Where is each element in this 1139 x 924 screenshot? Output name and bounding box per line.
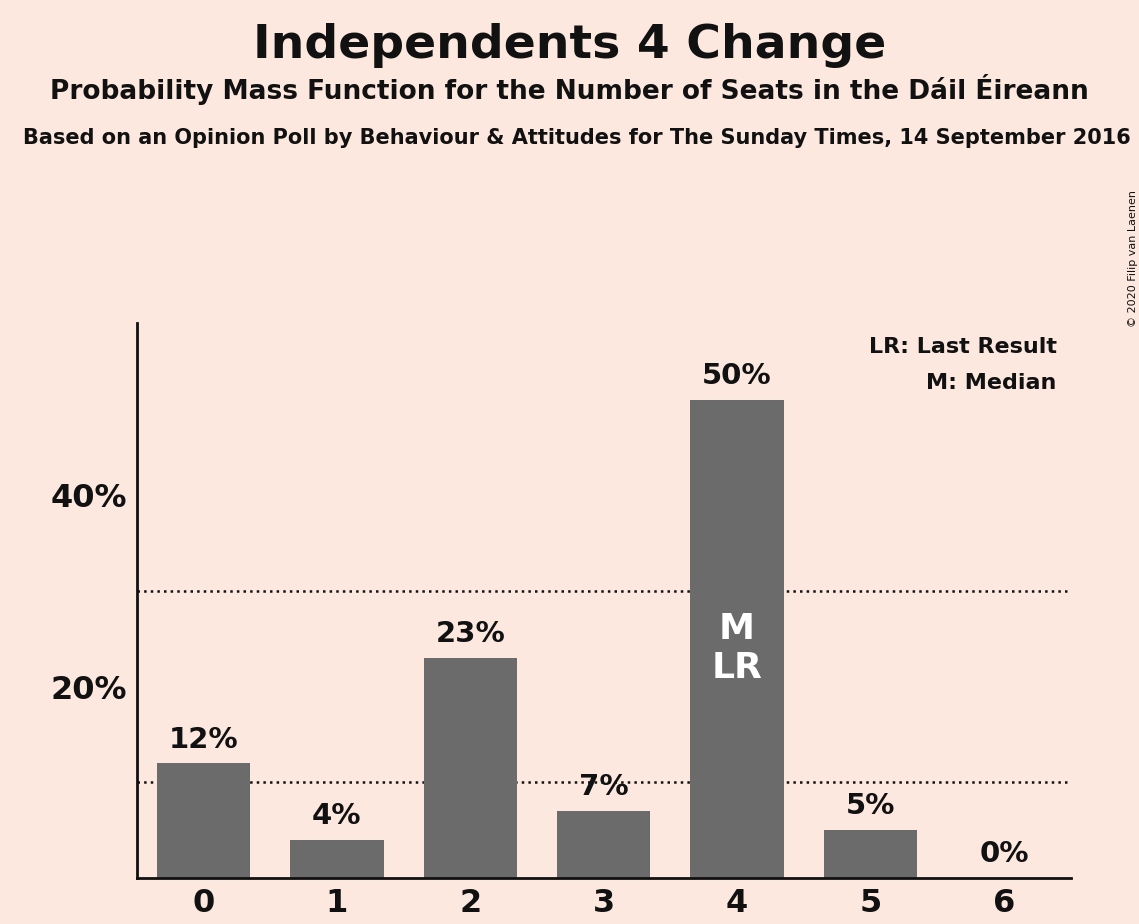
Bar bbox=[823, 830, 917, 878]
Text: © 2020 Filip van Laenen: © 2020 Filip van Laenen bbox=[1129, 190, 1138, 327]
Text: 4%: 4% bbox=[312, 802, 361, 830]
Bar bbox=[290, 840, 384, 878]
Text: 0%: 0% bbox=[980, 840, 1029, 869]
Text: LR: Last Result: LR: Last Result bbox=[869, 337, 1057, 358]
Text: 50%: 50% bbox=[703, 362, 772, 390]
Text: 7%: 7% bbox=[579, 773, 629, 801]
Text: Based on an Opinion Poll by Behaviour & Attitudes for The Sunday Times, 14 Septe: Based on an Opinion Poll by Behaviour & … bbox=[23, 128, 1131, 148]
Bar bbox=[557, 811, 650, 878]
Text: 5%: 5% bbox=[846, 793, 895, 821]
Text: M
LR: M LR bbox=[712, 612, 762, 685]
Text: Independents 4 Change: Independents 4 Change bbox=[253, 23, 886, 68]
Text: 12%: 12% bbox=[169, 725, 238, 754]
Bar bbox=[690, 400, 784, 878]
Text: 23%: 23% bbox=[435, 620, 505, 649]
Bar bbox=[157, 763, 251, 878]
Bar bbox=[424, 658, 517, 878]
Text: M: Median: M: Median bbox=[926, 373, 1057, 394]
Text: Probability Mass Function for the Number of Seats in the Dáil Éireann: Probability Mass Function for the Number… bbox=[50, 74, 1089, 105]
